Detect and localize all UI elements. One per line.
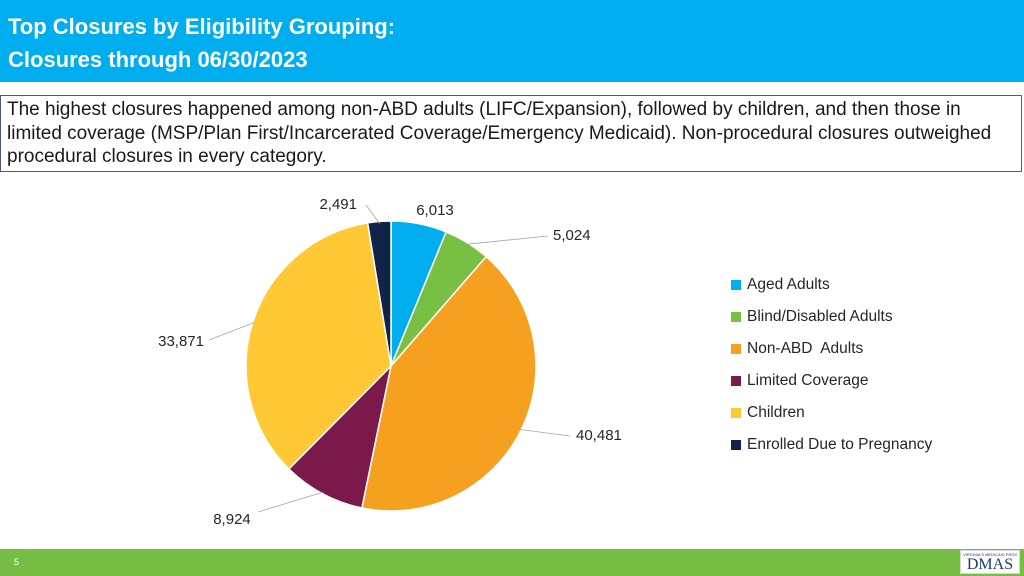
data-label-2: 5,024 <box>553 227 591 244</box>
leader-line-4 <box>257 491 324 513</box>
legend-swatch-2 <box>731 312 741 322</box>
legend-swatch-4 <box>731 376 741 386</box>
pie-slice-4 <box>287 363 393 509</box>
pie-slices <box>245 220 537 512</box>
legend-label-1: Aged Adults <box>747 276 830 293</box>
legend: Aged Adults Blind/Disabled Adults Non-ABD … <box>731 276 933 453</box>
leader-line-3 <box>519 429 571 437</box>
page-number: 5 <box>14 557 20 567</box>
legend-label-3: Non-ABD Adults <box>747 340 864 357</box>
legend-swatch-3 <box>731 344 741 354</box>
title-banner: Top Closures by Eligibility Grouping: Cl… <box>0 0 1024 82</box>
data-label-5: 33,871 <box>158 333 204 350</box>
page-subtitle: Closures through 06/30/2023 <box>8 47 308 72</box>
pie-slice-5 <box>245 222 392 470</box>
summary-box: The highest closures happened among non-… <box>0 95 1022 172</box>
legend-label-4: Limited Coverage <box>747 372 868 389</box>
data-labels: 6,013 5,024 40,481 8,924 33,871 2,491 <box>158 196 622 528</box>
pie-chart: 6,013 5,024 40,481 8,924 33,871 2,491 Aged Ad… <box>158 196 933 528</box>
page-title: Top Closures by Eligibility Grouping: <box>8 14 396 39</box>
data-label-1: 6,013 <box>416 202 454 219</box>
dmas-logo: VIRGINIA'S MEDICAID PROGRAM DMAS <box>960 550 1020 574</box>
legend-swatch-6 <box>731 440 741 450</box>
data-label-4: 8,924 <box>213 511 251 528</box>
data-label-6: 2,491 <box>319 196 357 213</box>
pie-slice-6 <box>366 220 392 367</box>
legend-swatch-5 <box>731 408 741 418</box>
legend-label-2: Blind/Disabled Adults <box>747 308 893 325</box>
legend-swatch-1 <box>731 280 741 290</box>
leader-line-6 <box>365 204 380 224</box>
leader-line-5 <box>208 322 255 341</box>
legend-label-5: Children <box>747 404 805 421</box>
data-label-3: 40,481 <box>576 427 622 444</box>
logo-text: DMAS <box>966 556 1014 573</box>
logo-tagline: VIRGINIA'S MEDICAID PROGRAM <box>963 552 1017 557</box>
pie-slice-3 <box>360 255 537 512</box>
leader-lines <box>208 204 571 513</box>
legend-label-6: Enrolled Due to Pregnancy <box>747 436 933 453</box>
footer-bar: 5 <box>0 549 1024 576</box>
leader-line-2 <box>466 235 549 245</box>
